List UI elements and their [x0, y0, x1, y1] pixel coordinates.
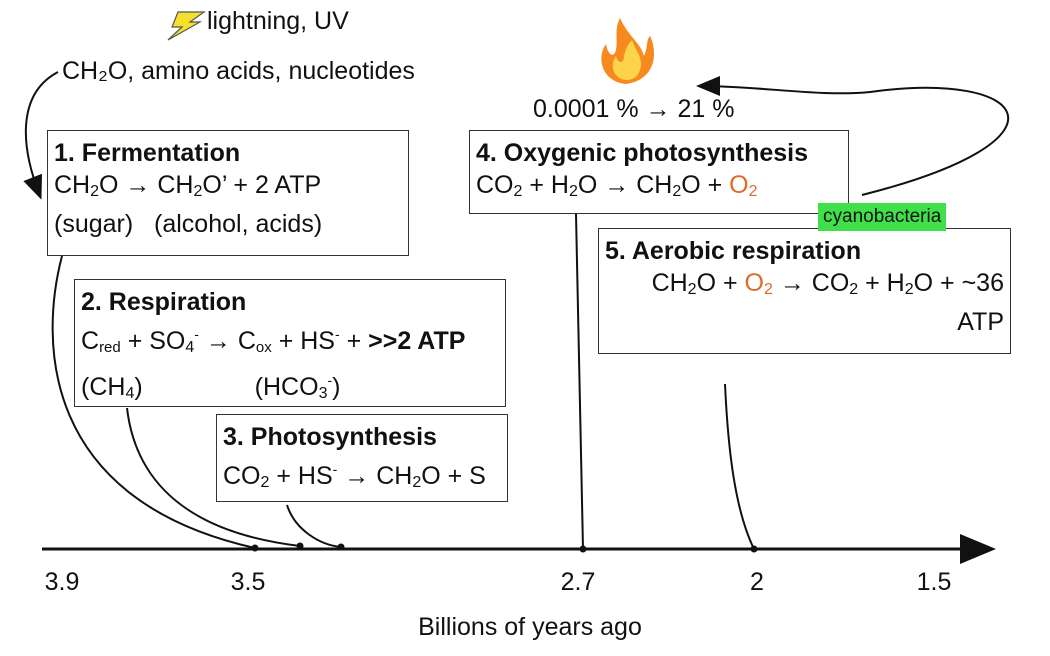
tick-label: 3.5	[230, 568, 266, 596]
photosynthesis-title: 3. Photosynthesis	[223, 423, 437, 451]
aerobic-atp: ATP	[957, 308, 1004, 336]
fermentation-equation: CH2O → CH2O’ + 2 ATP	[54, 171, 322, 200]
oxygenic-photosynthesis-box: 4. Oxygenic photosynthesis CO2 + H2O → C…	[469, 130, 849, 214]
fermentation-connector	[51, 255, 256, 549]
aerobic-connector	[724, 383, 755, 550]
fermentation-point	[251, 544, 259, 552]
tick-label: 3.9	[44, 568, 80, 596]
respiration-box: 2. Respiration Cred + SO4- → Cox + HS- +…	[74, 279, 506, 407]
respiration-title: 2. Respiration	[81, 288, 247, 316]
aerobic-point	[750, 545, 758, 553]
aerobic-title: 5. Aerobic respiration	[605, 237, 862, 265]
oxygenic-point	[579, 545, 587, 553]
respiration-labels: (CH4) (HCO3-)	[81, 372, 341, 402]
oxygenic-equation: CO2 + H2O → CH2O + O2	[476, 171, 758, 200]
respiration-point	[296, 542, 304, 550]
aerobic-equation: CH2O + O2 → CO2 + H2O + ~36	[651, 269, 1004, 298]
respiration-equation: Cred + SO4- → Cox + HS- + >>2 ATP	[81, 326, 466, 356]
tick-label: 1.5	[916, 568, 952, 596]
respiration-connector	[126, 407, 301, 547]
fermentation-title: 1. Fermentation	[54, 139, 241, 167]
photosynthesis-equation: CO2 + HS- → CH2O + S	[223, 461, 486, 491]
energy-source-label: lightning, UV	[207, 7, 349, 35]
oxygen-change-label: 0.0001 % → 21 %	[533, 95, 735, 123]
prebiotic-molecules-label: CH₂O, amino acids, nucleotides	[62, 57, 415, 85]
photosynthesis-connector	[286, 504, 342, 548]
photosynthesis-box: 3. Photosynthesis CO2 + HS- → CH2O + S	[216, 414, 508, 502]
lightning-icon	[167, 11, 206, 41]
oxygenic-connector	[575, 213, 584, 550]
fermentation-labels: (sugar) (alcohol, acids)	[54, 210, 323, 238]
tick-label: 2	[750, 568, 764, 596]
fire-icon	[601, 18, 655, 84]
aerobic-respiration-box: 5. Aerobic respiration CH2O + O2 → CO2 +…	[598, 228, 1011, 354]
o2-highlight: O2	[744, 269, 773, 298]
photosynthesis-point	[337, 543, 345, 551]
x-axis-label: Billions of years ago	[418, 613, 642, 641]
prebiotic-arrow	[23, 71, 59, 200]
cyanobacteria-tag: cyanobacteria	[818, 203, 947, 231]
fermentation-box: 1. Fermentation CH2O → CH2O’ + 2 ATP (su…	[47, 130, 409, 256]
oxygenic-title: 4. Oxygenic photosynthesis	[476, 139, 809, 167]
tick-label: 2.7	[560, 568, 596, 596]
oxygen-loop-arrow	[696, 76, 1009, 196]
o2-highlight: O2	[729, 171, 758, 200]
